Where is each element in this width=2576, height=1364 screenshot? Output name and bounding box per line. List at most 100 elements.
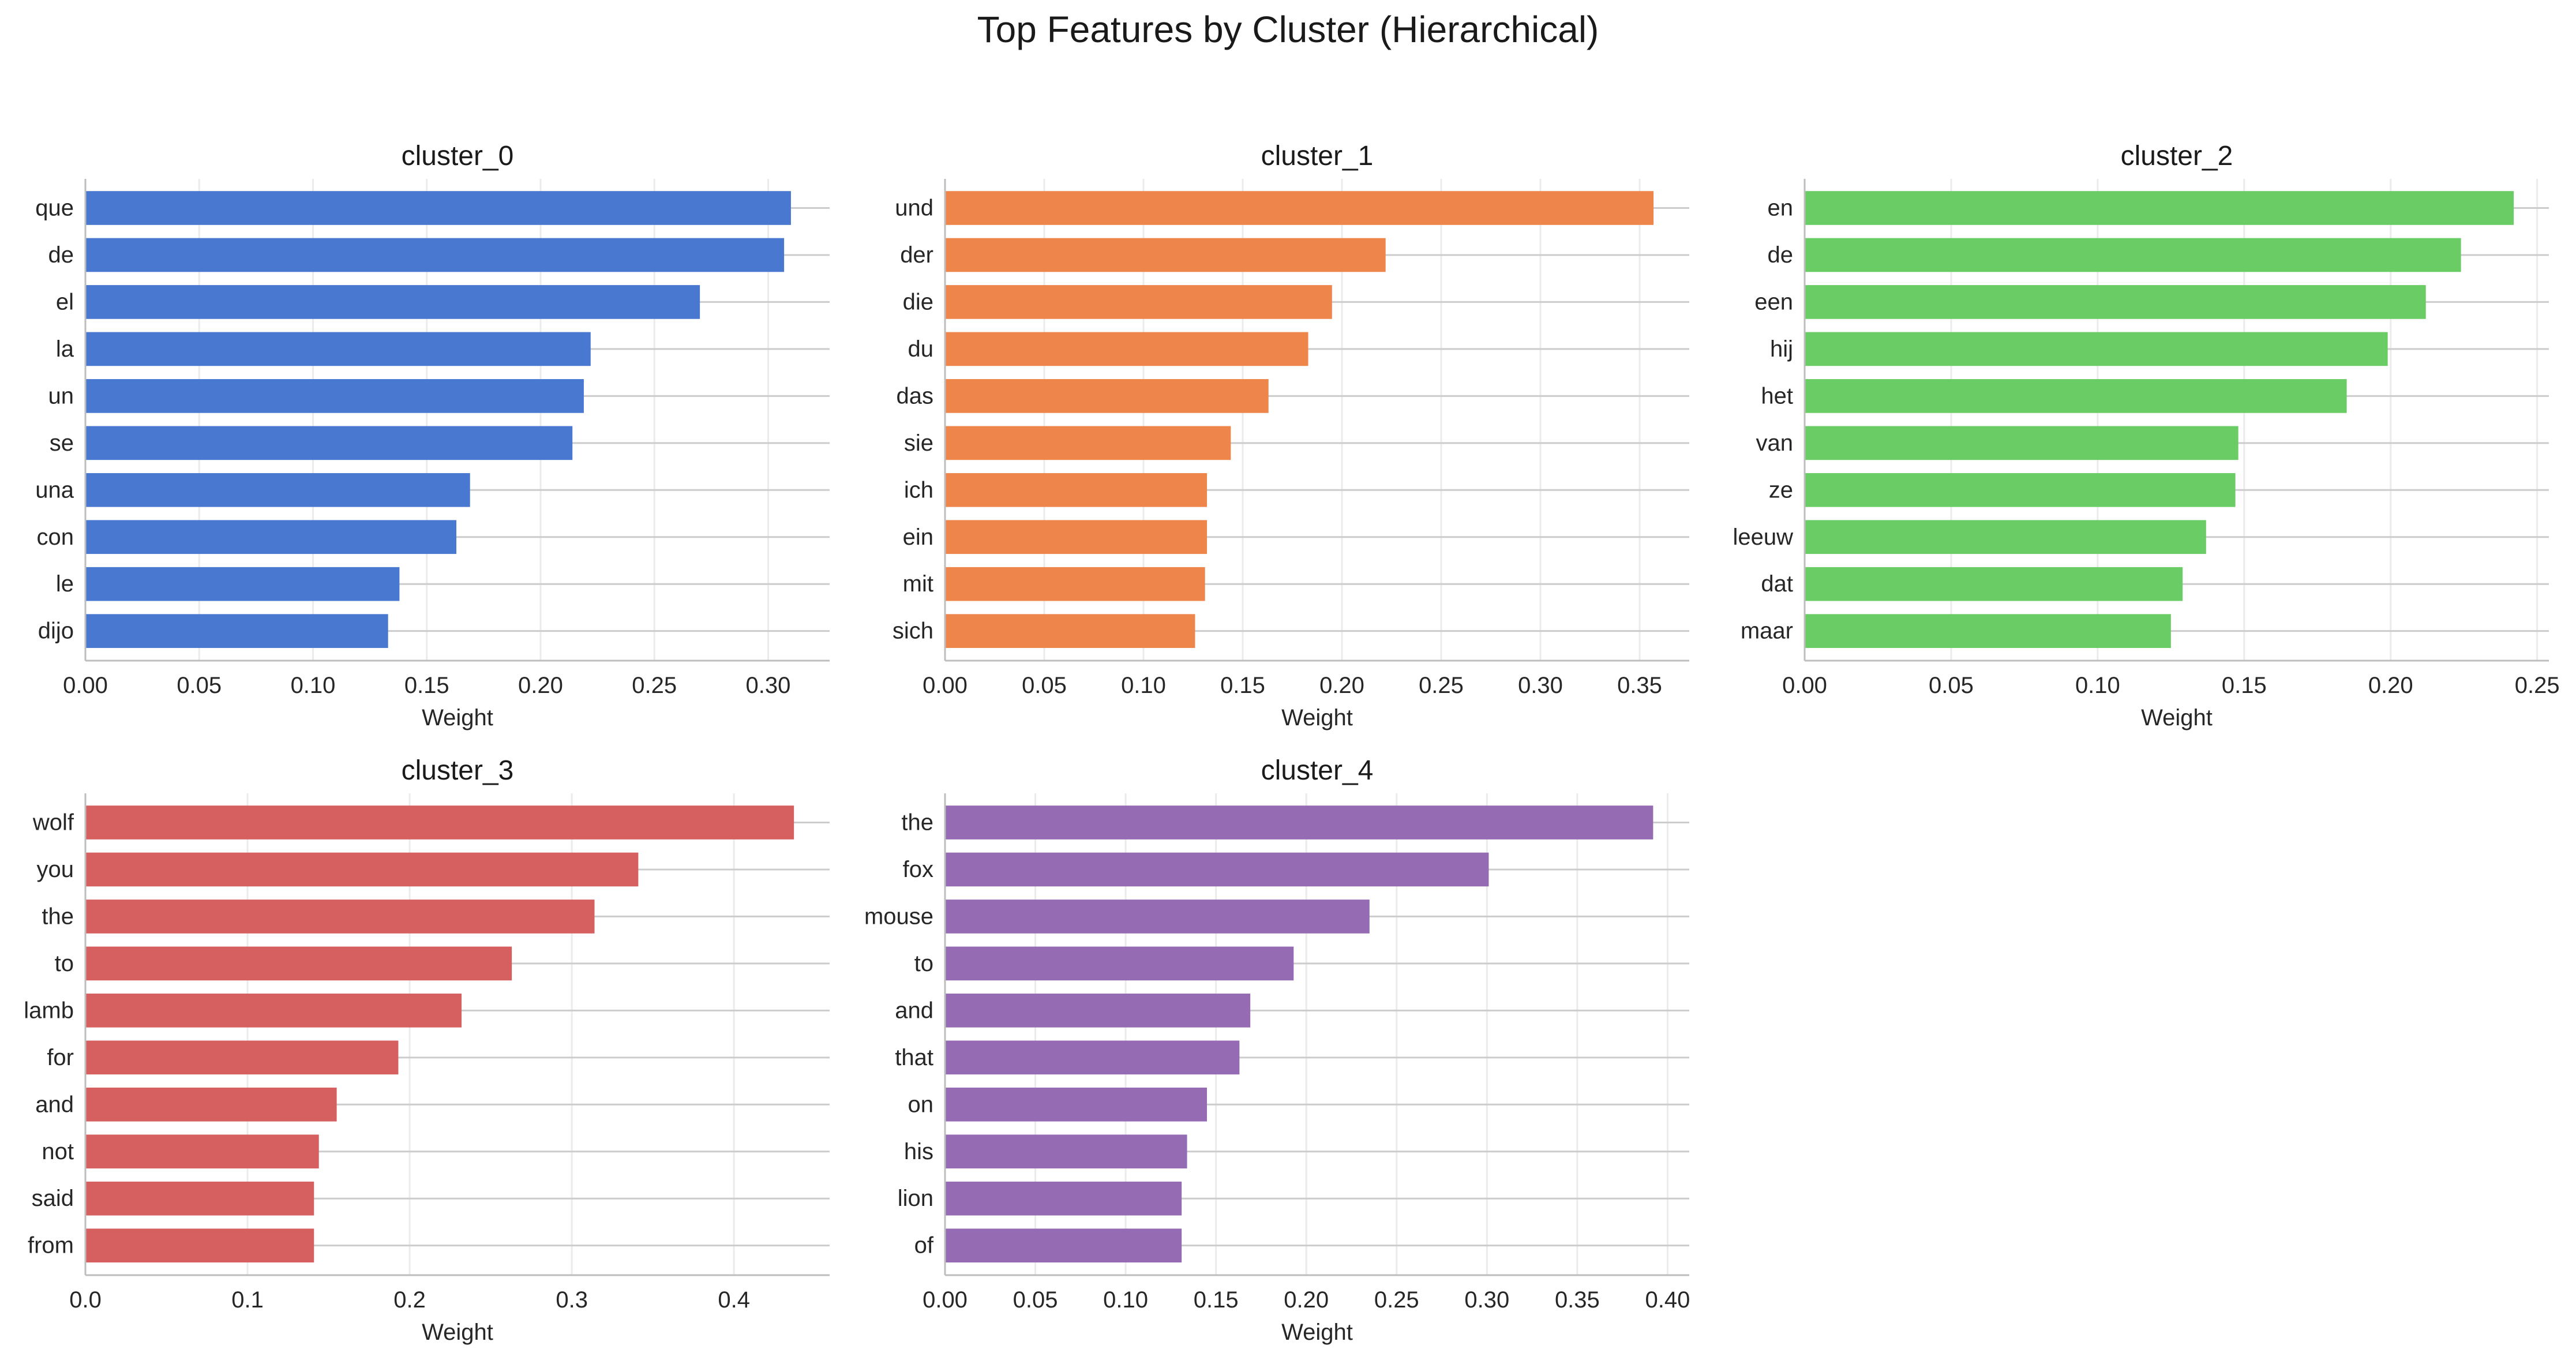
- bar-hij: [1805, 332, 2388, 366]
- x-axis-label: Weight: [422, 705, 493, 730]
- bar-his: [945, 1134, 1187, 1169]
- x-tick-label: 0.15: [1220, 673, 1265, 698]
- bar-un: [85, 379, 584, 413]
- x-tick-label: 0.05: [1022, 673, 1067, 698]
- bar-the: [85, 900, 595, 934]
- y-tick-label: and: [35, 1092, 74, 1117]
- x-tick-label: 0.00: [923, 673, 968, 698]
- x-tick-label: 0.35: [1555, 1287, 1600, 1313]
- y-tick-label: le: [56, 571, 74, 597]
- x-tick-label: 0.10: [291, 673, 336, 698]
- x-tick-label: 0.10: [1103, 1287, 1148, 1313]
- y-tick-label: hij: [1770, 336, 1793, 362]
- bar-the: [945, 805, 1653, 840]
- x-tick-label: 0.1: [231, 1287, 264, 1313]
- panel-cluster-1: cluster_1 und der die du das sie ich ein mit sich 0…: [893, 141, 1689, 730]
- y-tick-label: ich: [904, 477, 933, 503]
- bar-of: [945, 1228, 1182, 1263]
- y-tick-label: en: [1768, 196, 1794, 221]
- bar-du: [945, 332, 1308, 366]
- figure-title: Top Features by Cluster (Hierarchical): [977, 9, 1599, 50]
- bar-not: [85, 1134, 319, 1169]
- bar-le: [85, 567, 400, 601]
- bar-la: [85, 332, 591, 366]
- x-axis-label: Weight: [422, 1320, 493, 1345]
- bar-and: [85, 1087, 337, 1122]
- y-tick-label: het: [1761, 383, 1793, 409]
- x-tick-label: 0.25: [1419, 673, 1464, 698]
- bar-el: [85, 285, 700, 319]
- x-tick-label: 0.25: [2515, 673, 2560, 698]
- bar-het: [1805, 379, 2347, 413]
- y-tick-label: la: [56, 336, 74, 362]
- y-tick-label: from: [28, 1233, 74, 1258]
- bar-said: [85, 1181, 314, 1216]
- y-tick-label: una: [35, 477, 74, 503]
- x-tick-label: 0.15: [2222, 673, 2267, 698]
- x-tick-label: 0.15: [404, 673, 449, 698]
- x-tick-label: 0.2: [393, 1287, 426, 1313]
- y-tick-label: and: [895, 998, 933, 1023]
- y-tick-label: his: [904, 1139, 933, 1164]
- y-tick-label: mouse: [864, 904, 933, 929]
- y-tick-label: the: [901, 810, 933, 835]
- x-tick-label: 0.20: [2368, 673, 2413, 698]
- x-tick-label: 0.25: [1374, 1287, 1419, 1313]
- bar-una: [85, 473, 470, 507]
- y-tick-label: that: [895, 1045, 933, 1070]
- bar-und: [945, 191, 1654, 225]
- y-tick-label: wolf: [32, 810, 74, 835]
- bar-een: [1805, 285, 2426, 319]
- bar-en: [1805, 191, 2514, 225]
- panel-cluster-0: cluster_0 que de el la un se una con le dijo 0.00 0.…: [35, 141, 830, 730]
- x-tick-label: 0.00: [1782, 673, 1827, 698]
- x-tick-label: 0.20: [1319, 673, 1364, 698]
- bar-de: [1805, 238, 2461, 272]
- x-tick-label: 0.30: [746, 673, 791, 698]
- y-tick-label: you: [37, 857, 74, 882]
- x-tick-label: 0.40: [1645, 1287, 1690, 1313]
- bar-lamb: [85, 994, 462, 1028]
- bar-que: [85, 191, 791, 225]
- bar-that: [945, 1040, 1240, 1075]
- y-tick-label: das: [897, 383, 934, 409]
- bar-on: [945, 1087, 1208, 1122]
- x-tick-label: 0.25: [632, 673, 677, 698]
- bar-sich: [945, 614, 1195, 649]
- y-tick-label: to: [914, 951, 933, 976]
- y-tick-label: for: [47, 1045, 74, 1070]
- y-tick-label: con: [37, 524, 74, 550]
- bar-van: [1805, 426, 2238, 460]
- x-axis-label: Weight: [2141, 705, 2213, 730]
- bar-ein: [945, 520, 1208, 554]
- bar-from: [85, 1228, 314, 1263]
- x-tick-label: 0.35: [1617, 673, 1662, 698]
- bar-maar: [1805, 614, 2171, 649]
- bar-you: [85, 852, 639, 887]
- x-tick-label: 0.20: [518, 673, 563, 698]
- y-tick-label: leeuw: [1733, 524, 1793, 550]
- y-tick-label: maar: [1741, 619, 1793, 644]
- y-tick-label: ze: [1769, 477, 1793, 503]
- y-tick-label: die: [903, 289, 933, 314]
- x-tick-label: 0.00: [63, 673, 108, 698]
- y-tick-label: not: [42, 1139, 74, 1164]
- x-tick-label: 0.05: [1929, 673, 1974, 698]
- y-tick-label: dat: [1761, 571, 1793, 597]
- x-tick-label: 0.4: [718, 1287, 750, 1313]
- bar-and: [945, 994, 1251, 1028]
- x-tick-label: 0.10: [2075, 673, 2120, 698]
- bar-wolf: [85, 805, 794, 840]
- bar-mouse: [945, 900, 1370, 934]
- y-tick-label: sich: [893, 619, 933, 644]
- y-tick-label: und: [895, 196, 933, 221]
- bar-ze: [1805, 473, 2236, 507]
- bar-con: [85, 520, 457, 554]
- x-tick-label: 0.20: [1284, 1287, 1329, 1313]
- y-tick-label: de: [48, 242, 74, 268]
- bar-die: [945, 285, 1332, 319]
- y-tick-label: se: [50, 430, 74, 456]
